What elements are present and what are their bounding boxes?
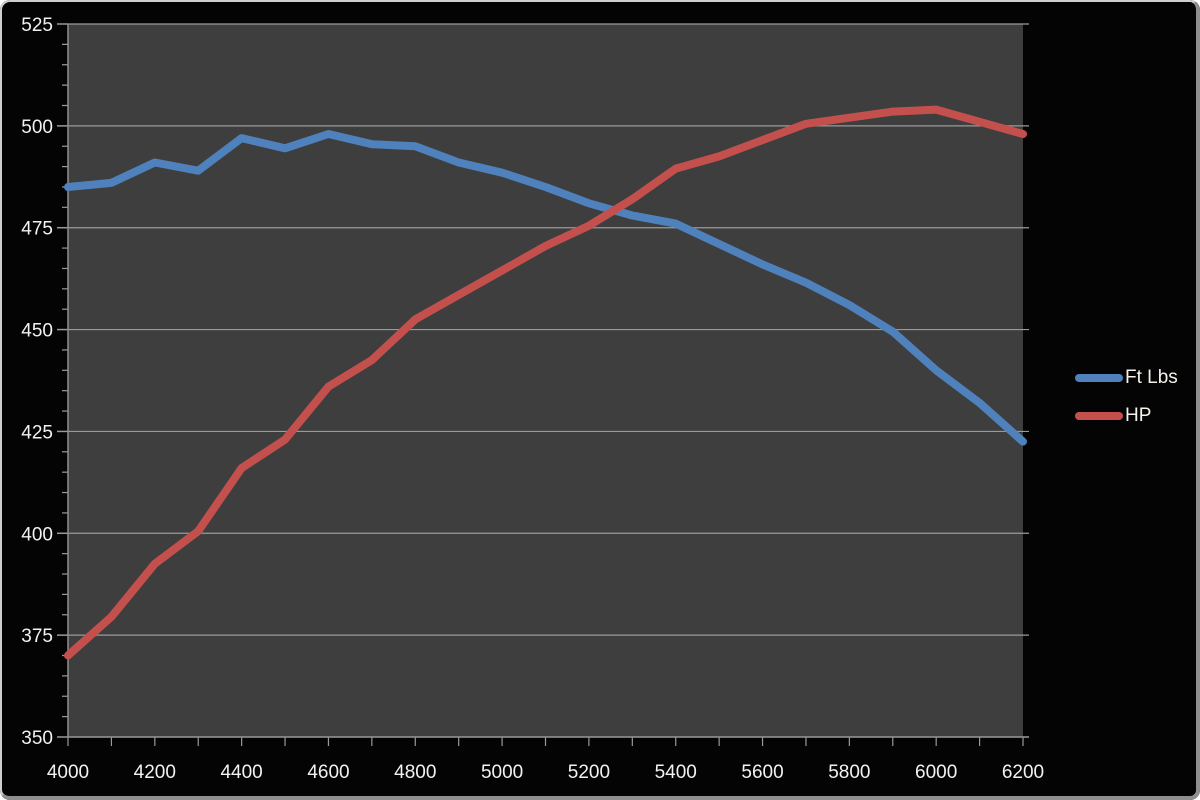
y-tick-label: 400 (21, 524, 53, 545)
x-tick-label: 5600 (741, 762, 783, 783)
x-tick-label: 4600 (307, 762, 349, 783)
y-tick-label: 375 (21, 626, 53, 647)
plot-area (68, 24, 1023, 737)
x-tick-label: 5800 (828, 762, 870, 783)
y-tick-label: 450 (21, 321, 53, 342)
legend-marker-hp-icon (1075, 412, 1123, 420)
y-tick-label: 475 (21, 219, 53, 240)
x-tick-label: 5000 (481, 762, 523, 783)
legend-label-hp: HP (1125, 405, 1152, 426)
x-tick-label: 4400 (220, 762, 262, 783)
y-tick-label: 425 (21, 422, 53, 443)
legend-marker-ft-lbs-icon (1075, 374, 1123, 382)
x-tick-label: 6200 (1002, 762, 1044, 783)
legend-label-ft-lbs: Ft Lbs (1125, 367, 1178, 388)
chart-legend: Ft Lbs HP (1075, 366, 1178, 442)
legend-item-hp: HP (1075, 404, 1178, 428)
y-tick-label: 350 (21, 728, 53, 749)
legend-item-ft-lbs: Ft Lbs (1075, 366, 1178, 390)
x-tick-label: 5400 (655, 762, 697, 783)
y-tick-label: 500 (21, 117, 53, 138)
x-tick-label: 4800 (394, 762, 436, 783)
x-tick-label: 5200 (568, 762, 610, 783)
series-line-ft-lbs (64, 130, 1027, 446)
x-tick-label: 6000 (915, 762, 957, 783)
x-tick-label: 4000 (47, 762, 89, 783)
y-tick-label: 525 (21, 15, 53, 36)
series-line-hp (64, 105, 1027, 660)
x-tick-label: 4200 (134, 762, 176, 783)
